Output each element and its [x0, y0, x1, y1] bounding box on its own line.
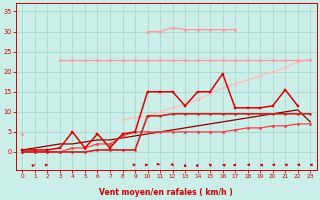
X-axis label: Vent moyen/en rafales ( km/h ): Vent moyen/en rafales ( km/h )	[100, 188, 233, 197]
